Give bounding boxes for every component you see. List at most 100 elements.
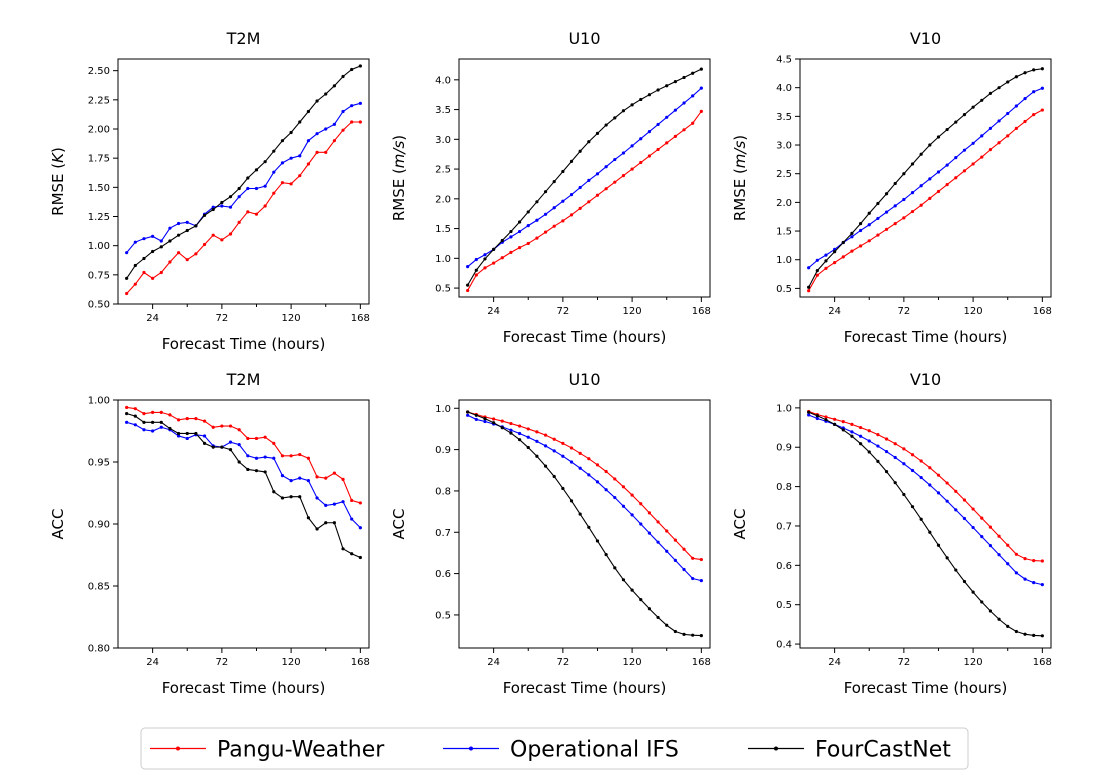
data-point (621, 485, 626, 489)
data-point (954, 120, 958, 124)
x-tick-label: 168 (351, 657, 370, 668)
y-axis-label: ACC (49, 509, 67, 540)
x-tick-label: 120 (623, 306, 642, 317)
data-point (665, 115, 669, 119)
data-point (358, 501, 362, 505)
data-point (246, 176, 250, 180)
data-point (228, 440, 233, 444)
chart-panel: T2M 24 72 120 168 0.80 0.85 0.90 0.95 1.00 Forecas… (49, 370, 370, 697)
data-point (332, 471, 336, 475)
data-point (988, 544, 993, 548)
data-point (185, 436, 189, 441)
data-point (263, 470, 267, 474)
y-tick-label: 3.5 (435, 105, 451, 116)
data-point (1014, 629, 1018, 634)
x-tick-label: 24 (828, 657, 841, 668)
data-point (595, 172, 600, 176)
data-point (997, 553, 1001, 557)
data-point (876, 233, 880, 237)
chart-title: T2M (226, 370, 261, 389)
data-point (613, 157, 617, 162)
data-point (220, 424, 224, 428)
data-point (1023, 71, 1027, 75)
series-line (126, 413, 361, 558)
data-point (884, 449, 889, 454)
y-axis-label-unit: K (49, 152, 67, 163)
data-point (647, 511, 652, 515)
data-point (595, 539, 600, 543)
data-point (324, 127, 328, 131)
data-point (919, 459, 923, 463)
data-point (656, 540, 660, 544)
data-point (988, 126, 993, 130)
series-line (808, 411, 1043, 637)
data-point (673, 108, 677, 112)
data-point (125, 251, 129, 255)
data-point (517, 424, 522, 428)
data-point (474, 257, 478, 262)
data-point (358, 555, 362, 560)
y-tick-label: 4.5 (776, 55, 792, 66)
data-point (151, 249, 155, 254)
data-point (254, 456, 259, 460)
y-tick-label: 0.90 (88, 520, 110, 531)
data-point (151, 410, 155, 414)
data-point (824, 253, 828, 257)
data-point (1006, 111, 1010, 116)
data-point (185, 417, 189, 421)
series-fourcastnet (807, 410, 1044, 638)
data-point (833, 260, 837, 265)
data-point (691, 633, 695, 637)
data-point (526, 241, 530, 246)
data-point (988, 525, 993, 529)
data-point (1040, 634, 1044, 638)
data-point (535, 236, 539, 240)
data-point (509, 421, 513, 426)
data-point (876, 444, 880, 448)
x-tick-label: 120 (282, 657, 301, 668)
data-point (315, 132, 319, 136)
data-point (168, 413, 172, 417)
data-point (509, 431, 513, 435)
data-point (350, 498, 354, 503)
data-point (954, 489, 958, 493)
data-point (954, 176, 958, 180)
data-point (613, 477, 617, 481)
data-point (1040, 86, 1044, 90)
data-point (587, 200, 591, 204)
data-point (613, 566, 617, 570)
data-point (220, 200, 224, 205)
series-pangu-weather (807, 108, 1044, 293)
axes-frame (799, 399, 1052, 649)
data-point (682, 75, 686, 80)
data-point (125, 420, 129, 424)
legend-swatch-marker (774, 746, 778, 751)
data-point (876, 201, 880, 206)
y-axis-label-close: ) (731, 135, 749, 141)
data-point (237, 443, 241, 447)
series-operational-ifs (125, 420, 362, 530)
data-point (159, 410, 163, 414)
data-point (324, 521, 328, 525)
data-point (850, 434, 854, 438)
chart-panel: T2M 24 72 120 168 0.50 0.75 1.00 1.25 1.50 1.75 2.0… (49, 29, 370, 353)
data-point (691, 121, 695, 125)
y-axis-label-text: RMSE ( (731, 168, 749, 221)
data-point (341, 128, 345, 132)
x-tick-label: 168 (351, 313, 370, 324)
data-point (500, 238, 504, 243)
y-tick-label: 0.9 (435, 445, 451, 456)
data-point (621, 174, 626, 178)
data-point (552, 224, 556, 228)
data-point (569, 446, 574, 450)
data-point (910, 505, 915, 509)
data-point (474, 268, 478, 272)
series-pangu-weather (466, 109, 703, 293)
data-point (306, 139, 311, 143)
series-pangu-weather (466, 410, 703, 562)
data-point (884, 437, 889, 441)
data-point (168, 239, 172, 243)
data-point (466, 283, 470, 287)
legend-label: Pangu-Weather (217, 738, 385, 763)
data-point (962, 579, 967, 584)
